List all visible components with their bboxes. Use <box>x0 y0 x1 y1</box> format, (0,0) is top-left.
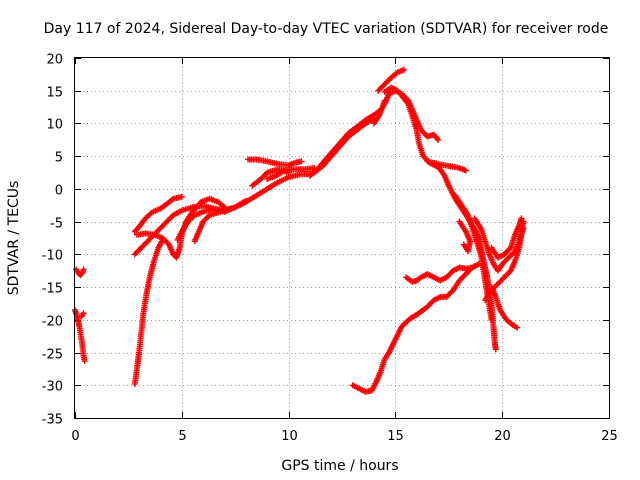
y-axis-label: SDTVAR / TECUs <box>6 181 22 296</box>
data-point <box>475 261 482 268</box>
y-tick-label: -15 <box>42 282 63 297</box>
data-point <box>520 225 527 232</box>
plot-frame <box>74 57 610 419</box>
data-point <box>394 87 401 94</box>
data-point <box>462 167 469 174</box>
data-point <box>518 215 525 222</box>
series-3 <box>78 310 87 320</box>
data-point <box>381 97 388 104</box>
x-tick-label: 10 <box>281 429 298 444</box>
grid <box>75 58 609 418</box>
series-28 <box>349 264 476 395</box>
x-tick-label: 20 <box>494 429 511 444</box>
data-point <box>80 266 87 273</box>
data-point <box>298 158 305 165</box>
series-12 <box>249 166 292 189</box>
y-tick-label: -20 <box>42 315 63 330</box>
data-point <box>469 264 476 271</box>
data-point <box>492 346 499 353</box>
series-7 <box>133 195 228 261</box>
series-16 <box>375 66 407 94</box>
series-1 <box>73 266 87 279</box>
x-tick-label: 15 <box>387 429 404 444</box>
series-18 <box>398 92 452 189</box>
series-13 <box>306 87 442 179</box>
series-26 <box>482 225 527 304</box>
data-point <box>460 241 467 248</box>
x-tick-label: 5 <box>178 429 186 444</box>
data-point <box>285 169 292 176</box>
x-tick-labels: 0 5 10 15 20 25 <box>71 429 617 444</box>
series-22 <box>456 218 474 255</box>
series-9 <box>191 205 234 245</box>
data-series <box>72 66 527 395</box>
y-tick-label: 5 <box>55 151 63 166</box>
data-point <box>242 197 249 204</box>
y-tick-label: -35 <box>42 413 63 428</box>
x-tick-label: 0 <box>71 429 79 444</box>
data-point <box>514 324 521 331</box>
data-point <box>488 316 495 323</box>
y-tick-label: -5 <box>50 217 63 232</box>
y-tick-label: 0 <box>55 184 63 199</box>
series-14 <box>311 115 378 176</box>
y-tick-label: -30 <box>42 380 63 395</box>
x-tick-label: 25 <box>601 429 618 444</box>
series-21 <box>452 192 495 323</box>
series-19 <box>424 158 469 174</box>
chart-title: Day 117 of 2024, Sidereal Day-to-day VTE… <box>44 21 609 37</box>
y-tick-label: 15 <box>46 86 63 101</box>
y-tick-label: -25 <box>42 348 63 363</box>
data-point <box>435 136 442 143</box>
data-point <box>81 358 88 365</box>
data-point <box>400 66 407 73</box>
series-25 <box>488 284 521 331</box>
y-tick-label: 10 <box>46 118 63 133</box>
data-point <box>227 205 234 212</box>
x-axis-label: GPS time / hours <box>281 458 398 474</box>
series-15 <box>371 97 388 127</box>
data-point <box>178 193 185 200</box>
series-2 <box>72 307 88 365</box>
series-24 <box>488 215 525 261</box>
series-10 <box>245 156 305 169</box>
series-17 <box>381 84 401 96</box>
series-6 <box>131 193 185 235</box>
data-point <box>80 310 87 317</box>
y-tick-label: 20 <box>46 53 63 68</box>
series-4 <box>131 236 166 387</box>
y-tick-labels: -35 -30 -25 -20 -15 -10 -5 0 5 10 15 20 <box>42 53 63 428</box>
y-tick-label: -10 <box>42 249 63 264</box>
